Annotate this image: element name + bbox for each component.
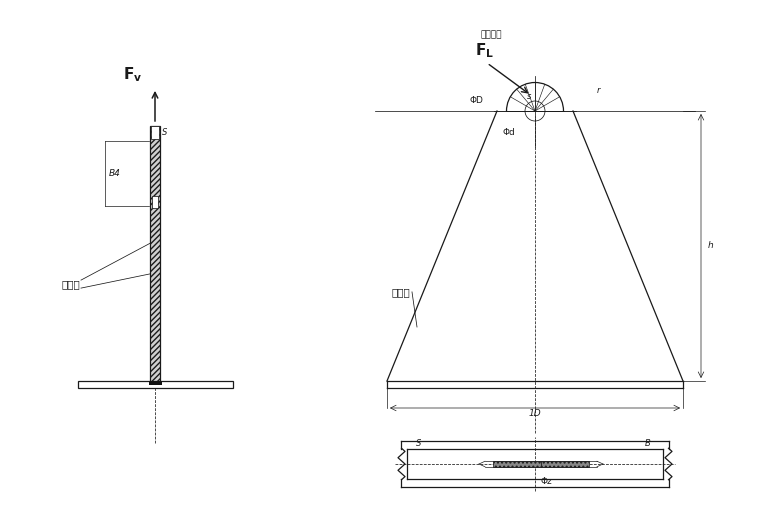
Text: B4: B4 — [109, 169, 121, 178]
Text: 1D: 1D — [529, 409, 541, 418]
Text: r: r — [597, 86, 600, 95]
Text: S: S — [162, 128, 167, 137]
Bar — [493, 461, 541, 467]
Text: $\mathbf{F_L}$: $\mathbf{F_L}$ — [475, 41, 495, 59]
Text: Φd: Φd — [502, 128, 515, 137]
Text: s: s — [527, 92, 531, 101]
Bar — [148, 381, 161, 385]
Bar — [152, 196, 158, 208]
Text: Φz: Φz — [541, 477, 553, 485]
Text: 吸拉方向: 吸拉方向 — [480, 30, 502, 39]
Bar — [78, 381, 233, 388]
Text: 吸耳板: 吸耳板 — [62, 279, 80, 289]
Bar — [151, 126, 159, 139]
Text: ΦD: ΦD — [470, 96, 483, 106]
Text: $\mathbf{F_v}$: $\mathbf{F_v}$ — [123, 65, 143, 84]
Bar — [541, 461, 589, 467]
Text: h: h — [708, 241, 714, 250]
Text: B: B — [644, 439, 651, 448]
Text: S: S — [416, 439, 421, 448]
Text: 吸耳板: 吸耳板 — [391, 287, 410, 297]
Bar — [150, 126, 160, 381]
